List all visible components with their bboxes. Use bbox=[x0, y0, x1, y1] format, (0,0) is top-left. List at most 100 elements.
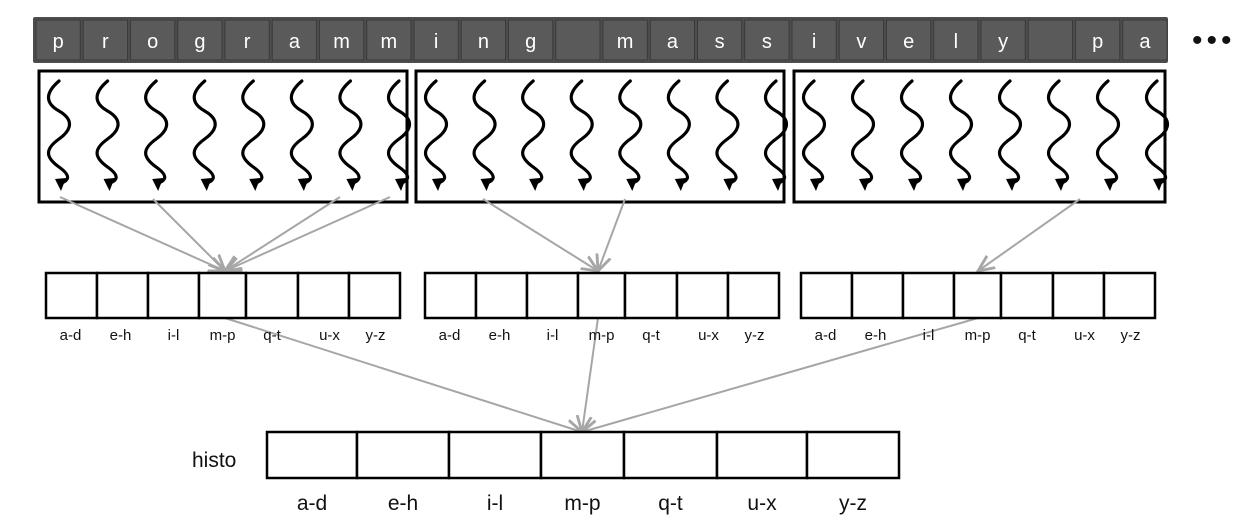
histogram-bin-m-p bbox=[539, 430, 626, 480]
thread-arrowhead bbox=[297, 178, 309, 191]
thread-squiggle bbox=[144, 79, 169, 185]
private-histogram-1: a-d e-h i-l m-p q-t u-x y-z bbox=[44, 271, 402, 344]
histogram-bin-e-h bbox=[355, 430, 451, 480]
thread-squiggle bbox=[763, 79, 789, 185]
input-char-cell bbox=[886, 19, 932, 61]
private-histograms: a-d e-h i-l m-p q-t u-x y-z a-d e-h i-l m-p q-t u-x y… bbox=[44, 271, 1157, 344]
input-char-label: a bbox=[289, 31, 301, 53]
input-char-cell bbox=[177, 19, 223, 61]
thread-squiggle bbox=[997, 79, 1023, 185]
global-histogram: histo a-d e-h i-l m-p q-t u-x y-z bbox=[192, 430, 901, 515]
input-char-cell bbox=[933, 19, 979, 61]
continuation-ellipsis: ••• bbox=[1192, 24, 1236, 57]
input-char-label: m bbox=[333, 31, 350, 53]
thread-squiggle bbox=[569, 79, 594, 185]
thread-squiggle bbox=[289, 79, 314, 185]
histogram-bin-q-t bbox=[623, 271, 679, 320]
thread-squiggle bbox=[715, 79, 740, 185]
thread-arrowhead bbox=[152, 178, 164, 191]
bin-label: m-p bbox=[965, 327, 991, 344]
thread-squiggle bbox=[948, 79, 974, 185]
bin-label: i-l bbox=[168, 327, 180, 344]
bin-label: a-d bbox=[297, 492, 327, 515]
bin-label: e-h bbox=[865, 327, 887, 344]
bin-label: y-z bbox=[745, 327, 765, 344]
thread-squiggle bbox=[1095, 79, 1121, 185]
thread-squiggle bbox=[521, 79, 546, 185]
input-char-label: g bbox=[525, 31, 536, 53]
histogram-bin-u-x bbox=[675, 271, 730, 320]
histogram-bin-e-h bbox=[95, 271, 150, 320]
update-arrow bbox=[225, 196, 391, 271]
thread-squiggle bbox=[801, 79, 827, 185]
histogram-bin-i-l bbox=[525, 271, 580, 320]
input-char-label: n bbox=[478, 31, 489, 53]
thread-arrowhead bbox=[395, 178, 406, 191]
histogram-bin-m-p bbox=[576, 271, 627, 320]
thread-squiggle bbox=[95, 79, 120, 185]
histogram-bin-a-d bbox=[265, 430, 359, 480]
update-arrow bbox=[978, 198, 1081, 271]
thread-squiggle bbox=[1144, 79, 1170, 185]
thread-arrowhead bbox=[1055, 178, 1066, 191]
update-arrow bbox=[59, 196, 225, 271]
bin-label: a-d bbox=[60, 327, 82, 344]
input-char-label: s bbox=[715, 31, 725, 53]
input-char-label: y bbox=[998, 31, 1008, 53]
private-histogram-2: a-d e-h i-l m-p q-t u-x y-z bbox=[423, 271, 781, 344]
thread-block-frame bbox=[37, 69, 409, 204]
input-char-cell bbox=[271, 19, 317, 61]
private-histogram-3: a-d e-h i-l m-p q-t u-x y-z bbox=[799, 271, 1157, 344]
histogram-bin-u-x bbox=[1051, 271, 1106, 320]
input-char-label: r bbox=[244, 31, 251, 53]
input-char-cell bbox=[35, 19, 81, 61]
histogram-bin-i-l bbox=[447, 430, 543, 480]
thread-squiggle bbox=[618, 79, 643, 185]
thread-squiggle bbox=[850, 79, 876, 185]
bin-label: a-d bbox=[815, 327, 837, 344]
thread-arrowhead bbox=[626, 178, 638, 191]
bin-label: i-l bbox=[487, 492, 503, 515]
thread-squiggle bbox=[46, 79, 72, 185]
histogram-bin-m-p bbox=[952, 271, 1003, 320]
thread-blocks bbox=[37, 69, 1170, 204]
input-char-label: a bbox=[667, 31, 679, 53]
input-char-label: o bbox=[147, 31, 158, 53]
thread-squiggle bbox=[666, 79, 691, 185]
thread-arrowhead bbox=[674, 178, 686, 191]
bin-label: i-l bbox=[547, 327, 559, 344]
input-char-cell bbox=[791, 19, 837, 61]
thread-arrowhead bbox=[346, 178, 358, 191]
thread-squiggle bbox=[1046, 79, 1072, 185]
global-histogram-bins: a-d e-h i-l m-p q-t u-x y-z bbox=[265, 430, 901, 515]
update-arrow bbox=[224, 317, 582, 432]
thread-arrowhead bbox=[577, 178, 589, 191]
histogram-bin-a-d bbox=[423, 271, 478, 320]
histogram-bin-y-z bbox=[347, 271, 402, 320]
input-char-label: e bbox=[903, 31, 914, 53]
histogram-bin-e-h bbox=[850, 271, 905, 320]
thread-arrowhead bbox=[103, 178, 115, 191]
thread-arrowhead bbox=[529, 178, 541, 191]
bin-label: u-x bbox=[698, 327, 719, 344]
thread-arrowhead bbox=[859, 178, 870, 191]
histogram-bin-q-t bbox=[999, 271, 1055, 320]
input-char-cell bbox=[838, 19, 884, 61]
histogram-bin-q-t bbox=[622, 430, 719, 480]
input-char-label: i bbox=[434, 31, 438, 53]
update-arrow bbox=[598, 198, 626, 271]
input-char-cell bbox=[1122, 19, 1168, 61]
bin-label: m-p bbox=[564, 492, 600, 515]
input-char-cell bbox=[460, 19, 506, 61]
thread-arrowhead bbox=[772, 178, 783, 191]
input-char-cell bbox=[555, 19, 601, 61]
histogram-bin-u-x bbox=[715, 430, 809, 480]
thread-block-frame bbox=[792, 69, 1167, 204]
bin-label: y-z bbox=[839, 492, 867, 515]
histogram-bin-y-z bbox=[726, 271, 781, 320]
thread-arrowhead bbox=[249, 178, 261, 191]
input-char-label: l bbox=[954, 31, 958, 53]
bin-label: y-z bbox=[366, 327, 386, 344]
histogram-bin-a-d bbox=[44, 271, 99, 320]
